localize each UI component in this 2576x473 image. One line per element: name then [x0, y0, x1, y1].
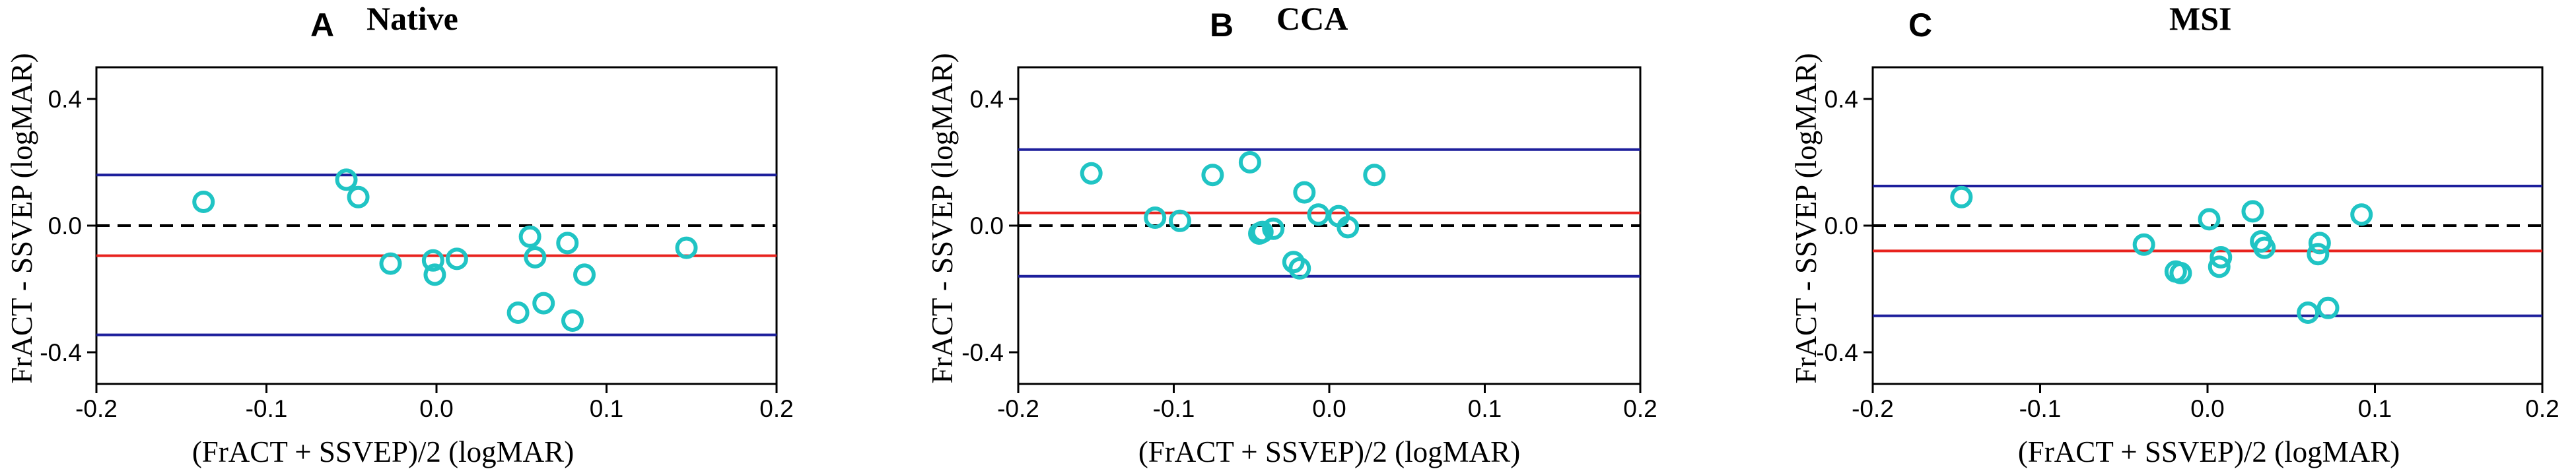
data-point: [556, 232, 579, 255]
data-point: [561, 309, 584, 332]
data-point: [2169, 262, 2192, 284]
x-tick-label: -0.1: [2019, 395, 2062, 422]
data-point: [506, 301, 530, 324]
x-axis-label: (FrACT + SSVEP)/2 (logMAR): [2018, 435, 2400, 468]
data-point: [1293, 181, 1316, 204]
panel-a: A Native (FrACT + SSVEP)/2 (logMAR) FrAC…: [5, 0, 794, 468]
y-tick-label: 0.4: [1825, 86, 1858, 113]
data-point: [1337, 216, 1360, 239]
data-point: [2350, 203, 2373, 226]
data-point: [2208, 255, 2231, 278]
x-tick-label: 0.0: [1312, 395, 1346, 422]
data-point: [2297, 301, 2320, 324]
data-point: [1168, 209, 1191, 232]
data-point: [518, 225, 541, 248]
x-tick-label: 0.0: [419, 395, 453, 422]
data-point: [1201, 164, 1224, 187]
y-tick-label: 0.0: [970, 212, 1004, 239]
x-tick-label: -0.2: [75, 395, 118, 422]
y-axis-label: FrACT - SSVEP (logMAR): [5, 53, 38, 383]
data-point: [1282, 251, 1305, 274]
x-tick-label: 0.1: [2358, 395, 2392, 422]
plot-area: -0.2 -0.1 0.0 0.1 0.2 -0.4 0.0 0.4: [961, 66, 1657, 422]
data-point: [445, 247, 468, 270]
plot-area: -0.2 -0.1 0.0 0.1 0.2 -0.4 0.0 0.4: [40, 66, 794, 422]
data-point: [1363, 164, 1386, 187]
data-point: [1288, 257, 1311, 280]
x-tick-label: -0.1: [246, 395, 288, 422]
panel-letter: A: [310, 7, 334, 44]
data-point: [524, 246, 547, 268]
y-tick-label: -0.4: [40, 339, 82, 366]
x-tick-label: 0.2: [1623, 395, 1657, 422]
plot-area: -0.2 -0.1 0.0 0.1 0.2 -0.4 0.0 0.4: [1816, 66, 2559, 422]
data-point: [1080, 162, 1103, 185]
panel-letter: B: [1210, 7, 1234, 44]
data-point: [2132, 233, 2155, 256]
x-tick-label: 0.0: [2190, 395, 2224, 422]
data-point: [423, 263, 446, 286]
x-tick-label: 0.1: [1468, 395, 1502, 422]
x-tick-label: 0.1: [590, 395, 623, 422]
x-axis-label: (FrACT + SSVEP)/2 (logMAR): [192, 435, 574, 468]
plot-frame: [1871, 66, 2544, 385]
y-tick-label: 0.4: [970, 86, 1004, 113]
data-point: [347, 185, 370, 208]
data-point: [421, 249, 444, 272]
data-point: [2253, 236, 2276, 259]
y-axis-label: FrACT - SSVEP (logMAR): [1790, 53, 1823, 383]
panel-c: C MSI (FrACT + SSVEP)/2 (logMAR) FrACT -…: [1790, 0, 2559, 468]
y-tick-label: 0.0: [1825, 212, 1858, 239]
data-point: [1238, 151, 1261, 173]
panel-title: MSI: [2169, 0, 2231, 37]
x-tick-label: -0.1: [1153, 395, 1195, 422]
data-point: [2198, 208, 2221, 231]
x-tick-label: 0.2: [2525, 395, 2559, 422]
y-axis-label: FrACT - SSVEP (logMAR): [926, 53, 959, 383]
x-tick-label: -0.2: [997, 395, 1039, 422]
panel-title: Native: [366, 0, 458, 37]
data-point: [1307, 203, 1330, 226]
x-tick-label: -0.2: [1852, 395, 1894, 422]
data-point: [573, 263, 596, 286]
data-point: [379, 252, 402, 275]
panel-b: B CCA (FrACT + SSVEP)/2 (logMAR) FrACT -…: [926, 0, 1657, 468]
data-point: [335, 168, 358, 191]
x-tick-label: 0.2: [759, 395, 793, 422]
data-point: [2307, 243, 2330, 266]
y-tick-label: 0.0: [48, 212, 82, 239]
data-point: [1251, 220, 1274, 243]
y-tick-label: -0.4: [961, 339, 1004, 366]
data-point: [675, 236, 698, 259]
data-point: [2241, 200, 2264, 223]
y-tick-label: 0.4: [48, 86, 82, 113]
data-point: [1144, 206, 1167, 229]
data-point: [2210, 246, 2233, 268]
data-point: [192, 191, 215, 213]
data-point: [1950, 185, 1973, 208]
data-point: [2316, 296, 2340, 319]
data-point: [532, 292, 555, 315]
y-tick-label: -0.4: [1816, 339, 1858, 366]
data-point: [1262, 217, 1285, 240]
panel-title: CCA: [1276, 0, 1348, 37]
panel-letter: C: [1908, 7, 1932, 44]
x-axis-label: (FrACT + SSVEP)/2 (logMAR): [1138, 435, 1520, 468]
data-point: [2308, 232, 2331, 255]
